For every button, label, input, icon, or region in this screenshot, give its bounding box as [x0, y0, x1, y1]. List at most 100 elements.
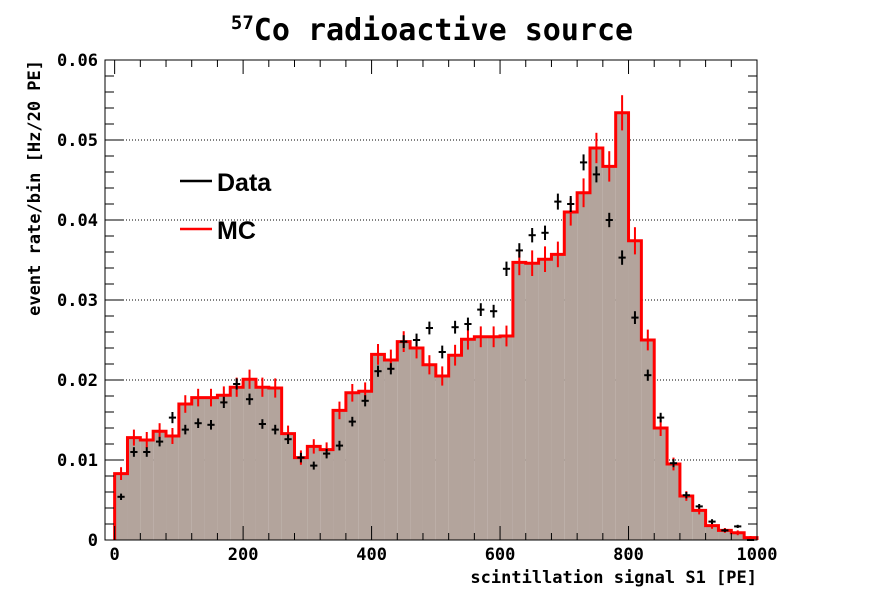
data-point-11 — [258, 419, 266, 429]
mc-bar-3 — [153, 431, 167, 540]
data-point-9 — [233, 378, 241, 390]
mc-bar-25 — [435, 376, 449, 540]
mc-bar-39 — [615, 112, 629, 541]
data-point-4 — [168, 412, 177, 424]
mc-bar-36 — [577, 192, 590, 541]
mc-bar-44 — [679, 496, 693, 540]
data-point-27 — [464, 317, 472, 331]
mc-bar-8 — [217, 395, 231, 540]
mc-bar-28 — [474, 336, 488, 540]
data-point-16 — [323, 448, 331, 459]
data-point-1 — [130, 447, 138, 457]
data-point-33 — [541, 225, 549, 240]
mc-bar-13 — [281, 433, 295, 540]
title-main: Co radioactive source — [254, 13, 633, 48]
mc-bar-11 — [255, 387, 269, 540]
data-point-37 — [592, 166, 601, 183]
data-point-20 — [374, 365, 382, 377]
mc-bar-5 — [178, 404, 192, 540]
data-point-34 — [554, 193, 562, 210]
data-point-6 — [194, 418, 202, 428]
data-point-39 — [618, 250, 626, 265]
data-point-22 — [400, 335, 408, 348]
data-point-25 — [438, 345, 446, 359]
y-tick-label-2: 0.02 — [57, 371, 98, 391]
data-points — [117, 154, 755, 541]
data-point-41 — [644, 369, 652, 381]
x-tick-label-5: 1000 — [737, 545, 778, 565]
mc-bar-27 — [461, 339, 475, 540]
mc-bar-17 — [333, 410, 346, 540]
mc-bar-23 — [410, 348, 423, 540]
data-point-2 — [143, 447, 151, 457]
mc-bar-34 — [551, 254, 565, 540]
mc-bar-47 — [718, 530, 732, 540]
data-point-47 — [721, 528, 729, 532]
data-point-15 — [310, 461, 318, 470]
data-point-3 — [156, 436, 164, 447]
legend-mc-label: MC — [217, 217, 256, 245]
data-point-36 — [579, 154, 588, 171]
axes: 0 200 400 600 800 1000 0 0.01 0.02 0.03 0.04 0.05 0.… — [57, 51, 777, 565]
mc-bar-1 — [127, 437, 141, 540]
data-point-24 — [425, 321, 433, 335]
x-tick-label-1: 200 — [228, 545, 259, 565]
y-axis-label: event rate/bin [Hz/20 PE] — [25, 60, 45, 316]
data-point-10 — [245, 393, 254, 405]
mc-bar-35 — [564, 212, 578, 540]
mc-histogram-outline — [113, 111, 759, 540]
x-tick-label-0: 0 — [110, 545, 120, 565]
mc-bar-48 — [731, 532, 745, 540]
mc-bar-15 — [307, 446, 321, 540]
data-point-12 — [271, 424, 279, 435]
data-point-17 — [335, 440, 344, 451]
mc-bar-32 — [525, 263, 539, 540]
data-point-13 — [284, 434, 292, 444]
mc-bar-6 — [191, 397, 205, 540]
mc-bar-4 — [166, 436, 179, 540]
chart-title: 57Co radioactive source — [231, 12, 633, 48]
mc-bar-14 — [294, 457, 308, 540]
data-point-42 — [657, 412, 665, 423]
legend-data-label: Data — [217, 169, 272, 197]
mc-bar-21 — [384, 360, 398, 540]
data-point-45 — [695, 504, 703, 509]
mc-bar-24 — [422, 364, 436, 540]
mc-bar-19 — [358, 391, 372, 540]
mc-bar-45 — [692, 510, 706, 540]
title-superscript: 57 — [231, 12, 254, 34]
data-point-7 — [207, 420, 215, 430]
data-point-19 — [361, 395, 369, 407]
data-point-28 — [477, 303, 485, 316]
x-axis-label: scintillation signal S1 [PE] — [470, 568, 757, 588]
mc-bar-9 — [230, 387, 244, 540]
data-point-31 — [515, 243, 523, 258]
y-tick-label-3: 0.03 — [57, 291, 98, 311]
data-point-26 — [451, 320, 459, 334]
data-point-38 — [605, 212, 613, 228]
y-tick-label-1: 0.01 — [57, 451, 98, 471]
data-point-35 — [567, 196, 575, 212]
mc-bar-31 — [512, 262, 526, 540]
mc-bar-41 — [641, 340, 655, 540]
x-tick-label-4: 800 — [613, 545, 644, 565]
mc-bar-43 — [667, 464, 680, 540]
x-tick-label-2: 400 — [356, 545, 387, 565]
mc-bar-40 — [628, 240, 642, 541]
mc-bar-37 — [589, 148, 603, 540]
mc-bar-20 — [371, 354, 385, 540]
legend: Data MC — [180, 169, 272, 245]
data-point-29 — [490, 304, 498, 318]
data-point-30 — [502, 261, 511, 276]
mc-bar-42 — [654, 428, 668, 540]
data-point-44 — [682, 492, 690, 499]
y-tick-label-4: 0.04 — [57, 211, 98, 231]
data-point-0 — [117, 493, 125, 500]
x-tick-label-3: 600 — [485, 545, 516, 565]
mc-step-line — [113, 111, 759, 540]
mc-bar-26 — [448, 355, 462, 540]
data-point-48 — [734, 524, 742, 528]
mc-bar-30 — [500, 336, 513, 540]
mc-bar-16 — [320, 449, 334, 540]
